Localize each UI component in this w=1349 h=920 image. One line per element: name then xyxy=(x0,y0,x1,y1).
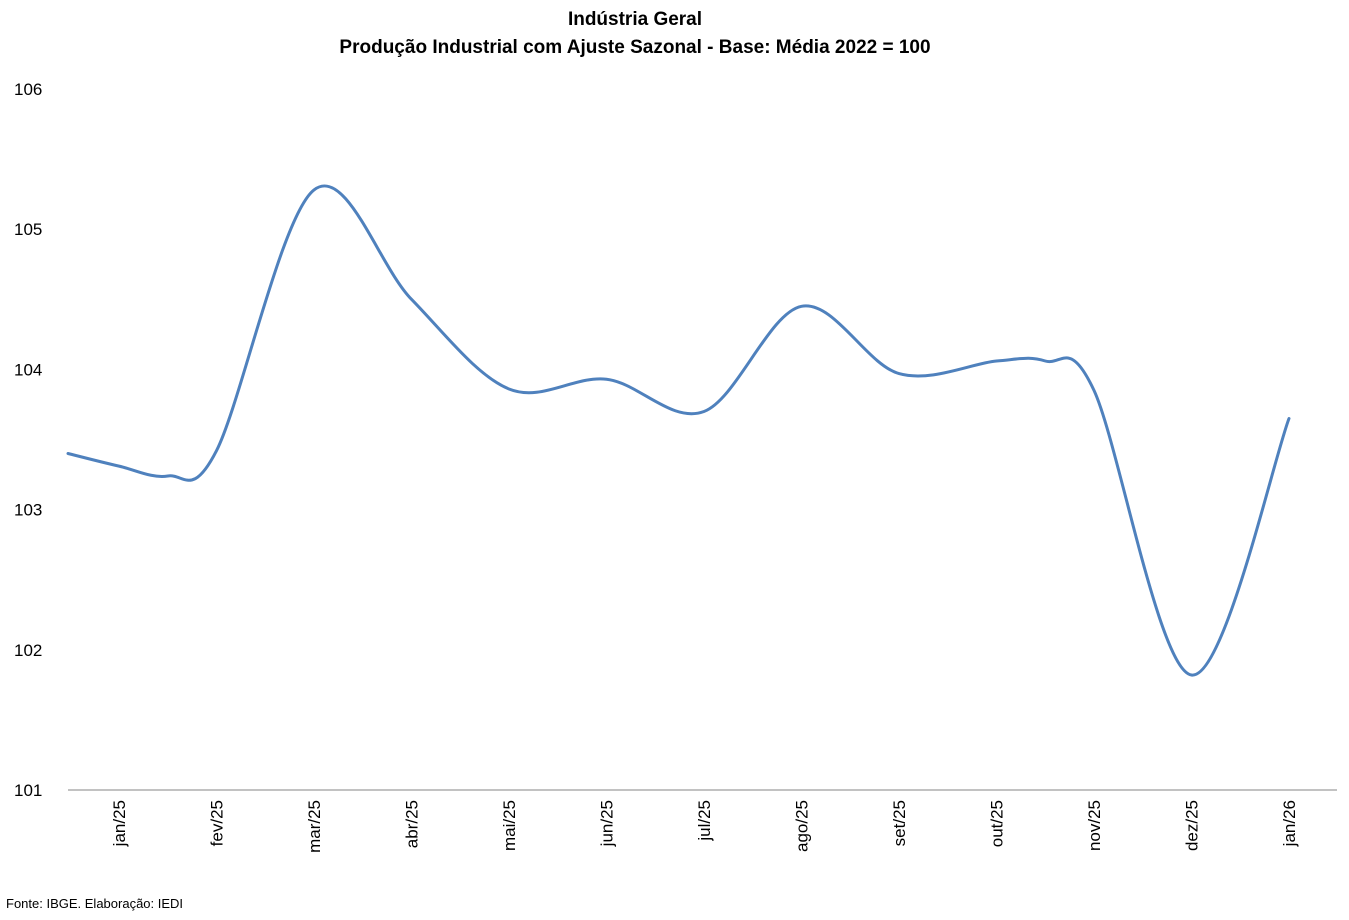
y-tick-label: 102 xyxy=(14,641,42,660)
y-tick-label: 106 xyxy=(14,80,42,99)
chart-title-block: Indústria Geral Produção Industrial com … xyxy=(0,6,1270,62)
source-note: Fonte: IBGE. Elaboração: IEDI xyxy=(6,896,184,911)
y-tick-label: 103 xyxy=(14,501,42,520)
x-axis-labels: jan/25 fev/25 mar/25 abr/25 mai/25 jun/25 jul/… xyxy=(110,800,1299,853)
y-tick-label: 104 xyxy=(14,360,42,379)
x-tick-label: fev/25 xyxy=(208,800,227,846)
y-tick-label: 101 xyxy=(14,781,42,800)
series-layer xyxy=(66,184,1291,677)
y-axis-labels: 101 102 103 104 105 106 xyxy=(14,80,42,800)
chart-subtitle: Produção Industrial com Ajuste Sazonal -… xyxy=(339,37,931,58)
x-tick-label: ago/25 xyxy=(793,800,812,852)
x-tick-label: nov/25 xyxy=(1085,800,1104,851)
x-tick-label: mar/25 xyxy=(305,800,324,853)
x-tick-label: jan/25 xyxy=(110,800,129,847)
y-tick-label: 105 xyxy=(14,220,42,239)
x-tick-label: set/25 xyxy=(890,800,909,846)
x-tick-label: jun/25 xyxy=(598,800,617,847)
series-line xyxy=(66,184,1291,677)
x-tick-label: dez/25 xyxy=(1183,800,1202,851)
x-tick-label: jul/25 xyxy=(695,800,714,842)
chart-title: Indústria Geral xyxy=(567,9,703,30)
x-tick-label: abr/25 xyxy=(403,800,422,848)
x-tick-label: jan/26 xyxy=(1280,800,1299,847)
x-tick-label: mai/25 xyxy=(500,800,519,851)
x-tick-label: out/25 xyxy=(988,800,1007,847)
